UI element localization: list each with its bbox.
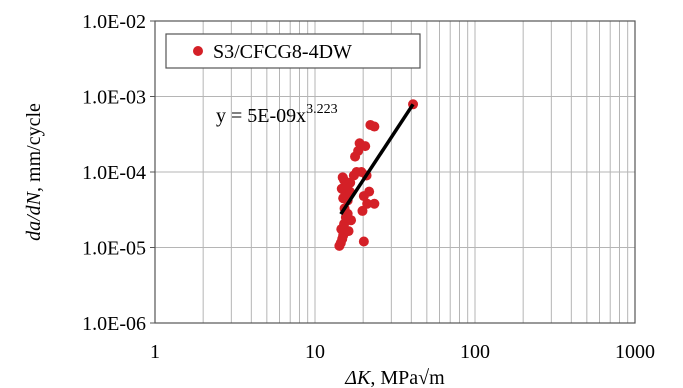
x-tick-label: 1 [150,341,160,363]
data-point [358,191,369,202]
y-tick-label: 1.0E-05 [82,238,146,260]
y-tick-label: 1.0E-03 [82,87,146,109]
data-point [337,172,348,183]
y-tick-label: 1.0E-04 [82,162,146,184]
data-point [360,141,371,152]
power-law-trendline [339,103,415,216]
data-point [346,215,357,226]
equation-exponent: 3.223 [306,102,338,117]
legend-marker [193,46,203,56]
y-axis-ticks: 1.0E-06 1.0E-05 1.0E-04 1.0E-03 1.0E-02 [82,11,155,335]
y-axis-label-italic: da/dN [23,190,45,241]
legend-box [165,33,421,69]
data-point [357,205,368,216]
data-point [358,236,369,247]
y-axis-label: da/dN, mm/cycle [23,103,45,241]
x-axis-label-unit: , MPa√m [370,367,445,388]
plot-area-border [154,20,636,324]
x-tick-label: 1000 [615,341,655,363]
data-point [362,198,373,209]
x-axis-label-italic: ΔK [344,367,372,388]
data-point [343,226,354,237]
legend: S3/CFCG8-4DW [165,33,421,69]
equation-base: y = 5E-09x [216,105,306,127]
x-tick-label: 10 [305,341,325,363]
x-axis-ticks: 1 10 100 1000 [150,341,655,363]
y-axis-label-unit: , mm/cycle [23,103,45,192]
y-tick-label: 1.0E-06 [82,313,146,335]
y-tick-label: 1.0E-02 [82,11,146,33]
trendline-equation: y = 5E-09x3.223 [216,102,338,127]
data-point [369,121,380,132]
x-axis-label: ΔK, MPa√m [344,367,445,388]
x-tick-label: 100 [460,341,490,363]
legend-label: S3/CFCG8-4DW [213,41,352,63]
data-point [369,198,380,209]
data-point [353,145,364,156]
